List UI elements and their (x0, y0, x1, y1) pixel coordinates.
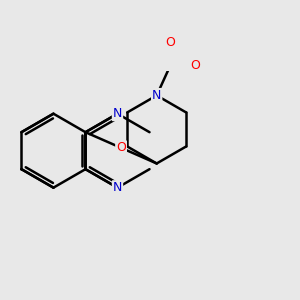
Text: O: O (190, 59, 200, 72)
Text: N: N (113, 107, 122, 120)
Text: O: O (116, 141, 126, 154)
Text: N: N (113, 181, 122, 194)
Text: N: N (152, 89, 161, 102)
Text: O: O (165, 35, 175, 49)
